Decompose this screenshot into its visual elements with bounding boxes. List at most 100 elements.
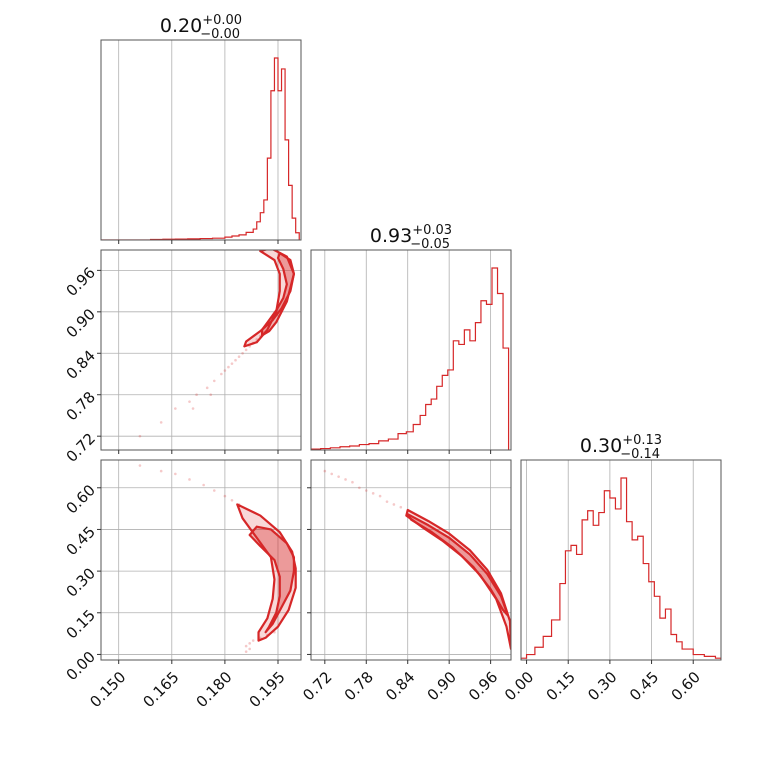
sample-point xyxy=(202,483,205,487)
y-tick-label: 0.90 xyxy=(63,305,99,341)
x-tick-label: 0.30 xyxy=(584,668,620,704)
x-tick-label: 0.150 xyxy=(86,668,129,711)
sample-point xyxy=(244,650,248,653)
sample-point xyxy=(212,489,216,492)
histogram-panel-0 xyxy=(100,39,302,244)
sample-point xyxy=(385,500,389,503)
sample-point xyxy=(223,369,227,372)
sample-point xyxy=(364,489,368,492)
sample-point xyxy=(230,498,234,502)
y-tick-label: 0.45 xyxy=(63,523,99,559)
y-tick-label: 0.96 xyxy=(63,264,99,300)
x-tick-label: 0.165 xyxy=(139,668,182,711)
x-tick-label: 0.84 xyxy=(382,668,418,704)
sample-point xyxy=(244,348,248,352)
histogram-panel-1 xyxy=(310,249,512,454)
panel-title: 0.93+0.03 xyxy=(370,223,452,247)
sample-point xyxy=(191,407,195,410)
title-median: 0.20 xyxy=(160,15,202,37)
sample-point xyxy=(209,393,213,397)
sample-point xyxy=(351,480,354,484)
plot-area xyxy=(101,250,301,450)
sample-point xyxy=(392,503,396,506)
axes-frame xyxy=(310,249,512,451)
title-error-minus: −0.14 xyxy=(620,447,660,462)
sample-point xyxy=(159,469,163,473)
density-contour xyxy=(248,525,296,634)
sample-point xyxy=(248,642,251,645)
sample-point xyxy=(212,379,216,383)
histogram-step xyxy=(521,477,721,660)
axes-frame xyxy=(100,249,302,451)
sample-point xyxy=(138,464,142,467)
sample-point xyxy=(159,421,163,424)
axes-frame xyxy=(520,459,722,661)
scatter-panel-1-2 xyxy=(307,459,512,664)
sample-point xyxy=(195,393,198,397)
sample-point xyxy=(237,355,241,359)
x-tick-label: 0.45 xyxy=(626,668,662,704)
axes-frame xyxy=(100,39,302,241)
sample-point xyxy=(174,407,177,410)
panel-title: 0.20+0.00 xyxy=(160,13,242,37)
y-tick-label: 0.84 xyxy=(63,347,99,383)
histogram-step xyxy=(311,267,510,450)
x-tick-label: 0.72 xyxy=(299,668,335,704)
title-error-plus: +0.00 xyxy=(202,13,242,28)
title-error-plus: +0.03 xyxy=(412,223,452,238)
title-error-plus: +0.13 xyxy=(622,433,662,448)
x-tick-label: 0.00 xyxy=(501,668,537,704)
sample-point xyxy=(358,486,361,490)
sample-point xyxy=(399,505,403,509)
sample-point xyxy=(251,639,255,642)
sample-point xyxy=(223,494,227,498)
scatter-panel-0-1 xyxy=(97,249,302,454)
axes-frame xyxy=(310,459,512,661)
x-tick-label: 0.90 xyxy=(424,668,460,704)
density-contour xyxy=(405,508,511,650)
sample-point xyxy=(188,400,191,403)
x-tick-label: 0.15 xyxy=(543,668,579,704)
histogram-panel-2 xyxy=(520,459,722,664)
plot-area xyxy=(101,40,300,240)
y-tick-label: 0.60 xyxy=(63,481,99,517)
sample-point xyxy=(330,472,334,476)
title-median: 0.30 xyxy=(580,435,622,457)
plot-area xyxy=(101,460,301,660)
x-tick-label: 0.195 xyxy=(246,668,289,711)
y-tick-label: 0.15 xyxy=(63,606,99,642)
sample-point xyxy=(244,644,248,648)
x-tick-label: 0.180 xyxy=(193,668,236,711)
sample-point xyxy=(323,469,327,473)
plot-area xyxy=(311,460,511,660)
sample-point xyxy=(371,492,375,495)
x-tick-label: 0.96 xyxy=(465,668,501,704)
sample-point xyxy=(138,434,142,438)
histogram-step xyxy=(101,57,300,240)
x-tick-label: 0.60 xyxy=(668,668,704,704)
sample-point xyxy=(344,478,347,481)
scatter-panel-0-2 xyxy=(97,459,302,664)
sample-point xyxy=(174,472,177,476)
y-tick-label: 0.30 xyxy=(63,564,99,600)
y-tick-label: 0.78 xyxy=(63,388,99,424)
sample-point xyxy=(220,372,223,376)
density-contour xyxy=(260,252,296,337)
sample-point xyxy=(227,365,230,369)
sample-point xyxy=(337,475,340,478)
sample-point xyxy=(234,358,237,362)
sample-point xyxy=(230,362,234,365)
title-error-minus: −0.00 xyxy=(200,27,240,42)
title-error-minus: −0.05 xyxy=(410,237,450,252)
sample-point xyxy=(241,351,244,355)
axes-frame xyxy=(100,459,302,661)
sample-point xyxy=(378,494,382,498)
sample-point xyxy=(248,647,251,651)
sample-point xyxy=(205,386,209,390)
panel-title: 0.30+0.13 xyxy=(580,433,662,457)
x-tick-label: 0.78 xyxy=(341,668,377,704)
plot-area xyxy=(311,250,510,450)
y-tick-label: 0.72 xyxy=(63,429,99,465)
sample-point xyxy=(188,478,191,481)
